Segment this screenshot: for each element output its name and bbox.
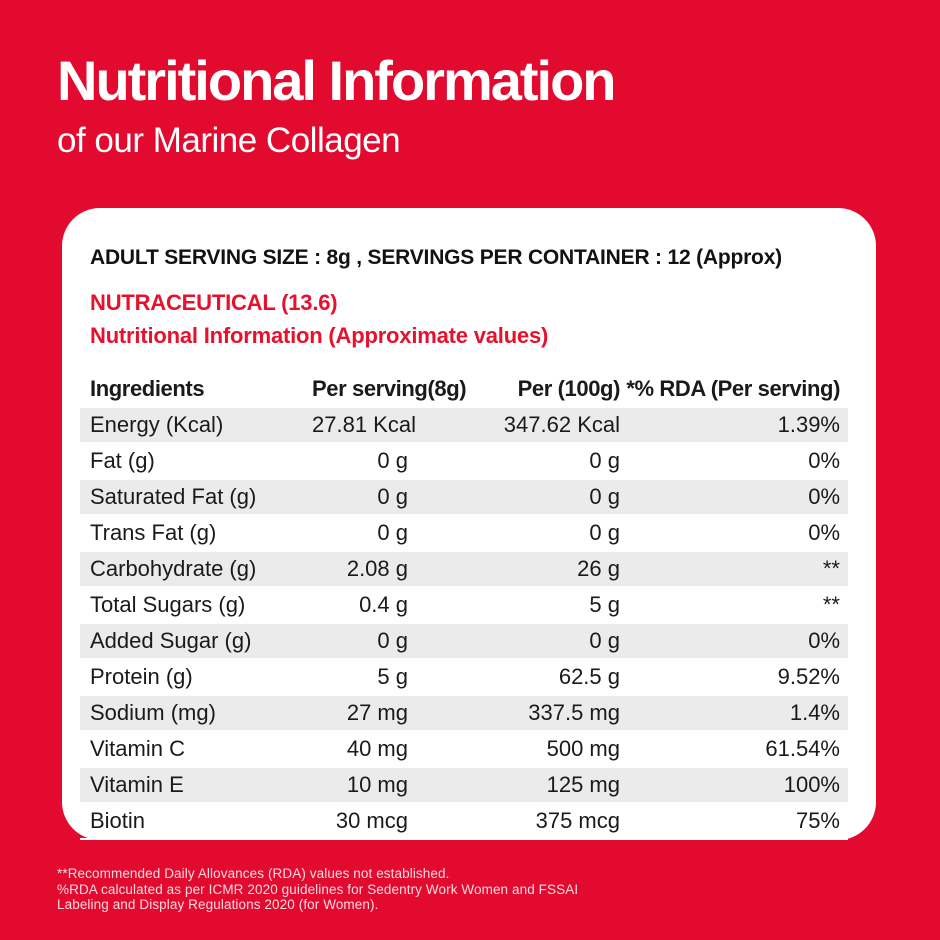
per-serving-cell: 0 g <box>312 514 408 552</box>
page-title: Nutritional Information <box>57 49 617 112</box>
per-100g-header: Per (100g) <box>408 370 620 408</box>
ingredient-name-cell: Energy (Kcal) <box>80 406 312 444</box>
rda-cell: 61.54% <box>620 730 848 768</box>
rda-cell: 1.39% <box>620 406 848 444</box>
table-row: Biotin 30 mcg 375 mcg 75% <box>80 802 848 840</box>
table-row: Vitamin E 10 mg 125 mg 100% <box>80 766 848 804</box>
table-row: Vitamin C 40 mg 500 mg 61.54% <box>80 730 848 768</box>
footnote-line: **Recommended Daily Allovances (RDA) val… <box>57 866 450 881</box>
per-serving-header: Per serving(8g) <box>312 370 467 408</box>
per-100g-cell: 0 g <box>408 622 620 660</box>
rda-cell: ** <box>620 550 848 588</box>
per-100g-cell: 0 g <box>408 514 620 552</box>
per-100g-cell: 5 g <box>408 586 620 624</box>
footnote-line: %RDA calculated as per ICMR 2020 guideli… <box>57 881 579 897</box>
header-row: Ingredients Per serving(8g) Per (100g) *% R… <box>80 370 848 408</box>
table-row: Protein (g) 5 g 62.5 g 9.52% <box>80 658 848 696</box>
footnote-line: Labeling and Display Regulations 2020 (f… <box>57 897 379 912</box>
per-100g-cell: 347.62 Kcal <box>408 406 620 444</box>
per-100g-cell: 0 g <box>408 442 620 480</box>
rda-cell: ** <box>620 586 848 624</box>
per-serving-cell: 30 mcg <box>312 802 408 840</box>
per-100g-cell: 62.5 g <box>408 658 620 696</box>
per-100g-cell: 375 mcg <box>408 802 620 840</box>
per-serving-cell: 10 mg <box>312 766 408 804</box>
rda-cell: 9.52% <box>620 658 848 696</box>
ingredient-header: Ingredients <box>80 370 312 408</box>
per-100g-cell: 125 mg <box>408 766 620 804</box>
rda-cell: 0% <box>620 622 848 660</box>
per-serving-cell: 40 mg <box>312 730 408 768</box>
per-100g-cell: 337.5 mg <box>408 694 620 732</box>
ingredient-name-cell: Trans Fat (g) <box>80 514 312 552</box>
rda-header: *% RDA (Per serving) <box>620 370 848 408</box>
ingredient-name-cell: Protein (g) <box>80 658 312 696</box>
approximate-values-line: Nutritional Information (Approximate val… <box>90 323 549 348</box>
per-serving-cell: 0 g <box>312 478 408 516</box>
page-header: Nutritional Information of our Marine Co… <box>57 49 617 161</box>
per-serving-cell: 0 g <box>312 442 408 480</box>
per-serving-cell: 5 g <box>312 658 408 696</box>
ingredient-name-cell: Fat (g) <box>80 442 312 480</box>
per-100g-cell: 500 mg <box>408 730 620 768</box>
rda-cell: 100% <box>620 766 848 804</box>
per-100g-cell: 0 g <box>408 478 620 516</box>
per-serving-cell: 27 mg <box>312 694 408 732</box>
rda-cell: 75% <box>620 802 848 840</box>
rda-cell: 0% <box>620 478 848 516</box>
table-row: Carbohydrate (g) 2.08 g 26 g ** <box>80 550 848 588</box>
nutrition-table-body: Energy (Kcal) 27.81 Kcal 347.62 Kcal 1.39% F… <box>80 406 848 840</box>
per-serving-cell: 2.08 g <box>312 550 408 588</box>
ingredient-name-cell: Saturated Fat (g) <box>80 478 312 516</box>
per-serving-cell: 27.81 Kcal <box>312 406 416 444</box>
rda-cell: 0% <box>620 442 848 480</box>
per-serving-cell: 0.4 g <box>312 586 408 624</box>
per-serving-cell: 0 g <box>312 622 408 660</box>
nutrition-card: ADULT SERVING SIZE : 8g , SERVINGS PER C… <box>62 208 876 840</box>
per-100g-cell: 26 g <box>408 550 620 588</box>
table-row: Energy (Kcal) 27.81 Kcal 347.62 Kcal 1.39% <box>80 406 848 444</box>
serving-size-line: ADULT SERVING SIZE : 8g , SERVINGS PER C… <box>90 246 782 269</box>
page-subtitle: of our Marine Collagen <box>57 120 401 160</box>
ingredient-name-cell: Total Sugars (g) <box>80 586 312 624</box>
rda-cell: 1.4% <box>620 694 848 732</box>
footnotes: **Recommended Daily Allovances (RDA) val… <box>57 866 578 913</box>
table-row: Sodium (mg) 27 mg 337.5 mg 1.4% <box>80 694 848 732</box>
ingredient-name-cell: Biotin <box>80 802 312 840</box>
ingredient-name-cell: Sodium (mg) <box>80 694 312 732</box>
nutraceutical-line: NUTRACEUTICAL (13.6) <box>90 290 338 315</box>
rda-cell: 0% <box>620 514 848 552</box>
nutrition-table-header: Ingredients Per serving(8g) Per (100g) *% R… <box>80 370 848 408</box>
ingredient-name-cell: Vitamin E <box>80 766 312 804</box>
ingredient-name-cell: Added Sugar (g) <box>80 622 312 660</box>
ingredient-name-cell: Carbohydrate (g) <box>80 550 312 588</box>
ingredient-name-cell: Vitamin C <box>80 730 312 768</box>
nutrition-table: Ingredients Per serving(8g) Per (100g) *% R… <box>80 370 848 840</box>
